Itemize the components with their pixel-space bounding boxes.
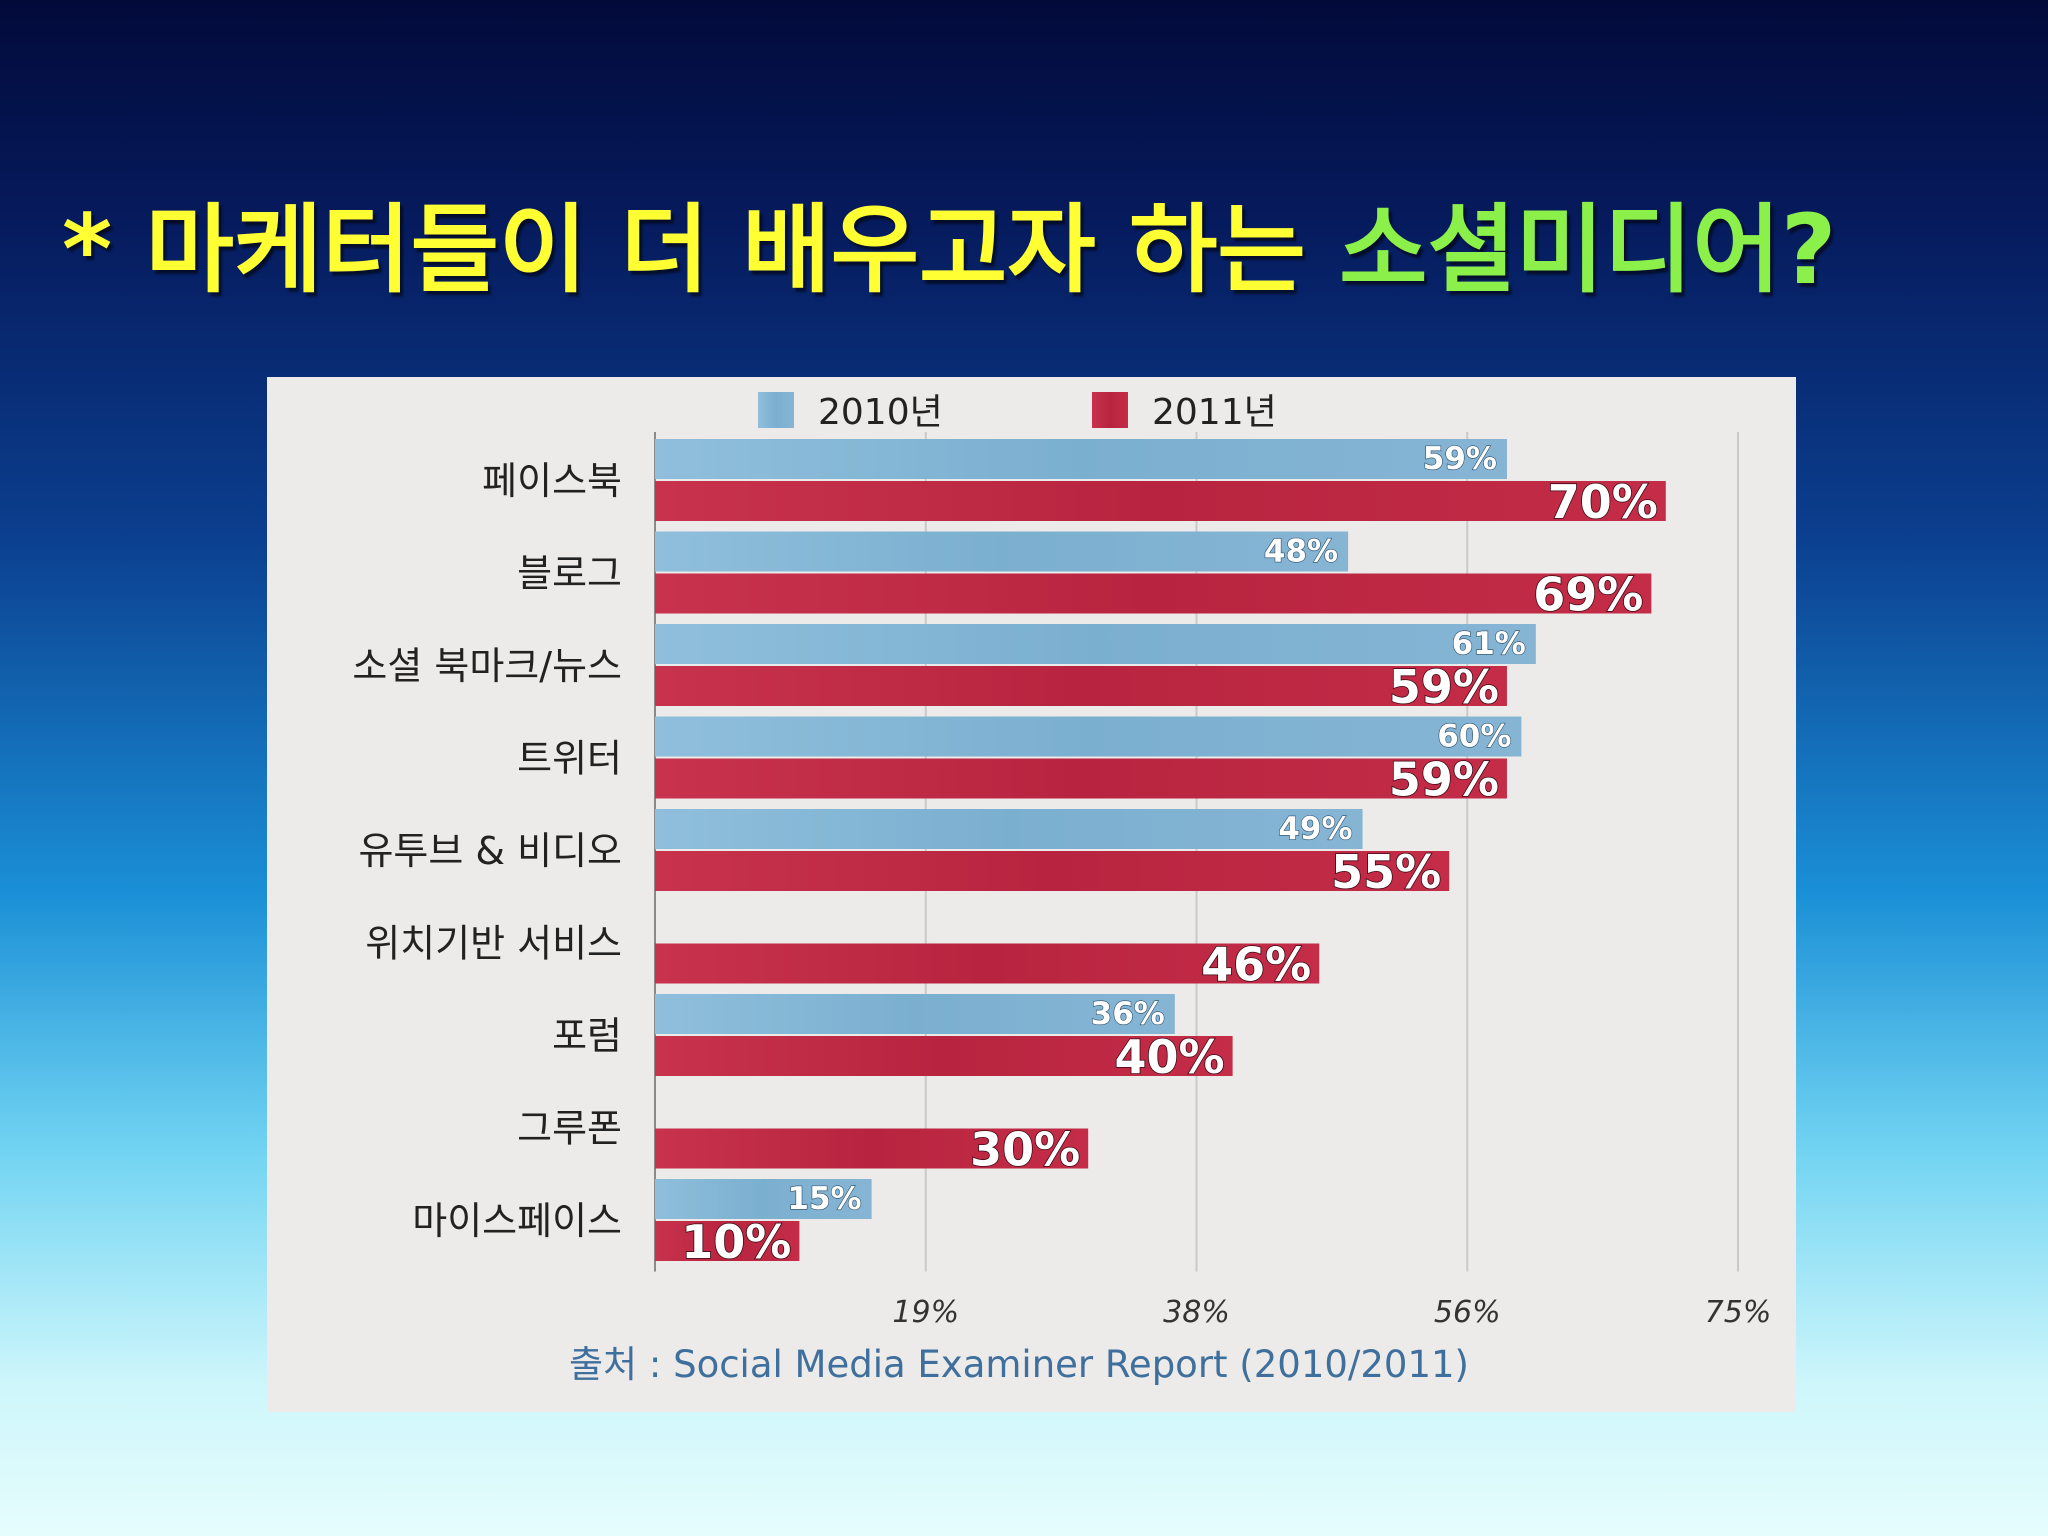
bar-2011 (655, 1128, 1089, 1169)
x-tick-label: 38% (1163, 1295, 1230, 1330)
bar-2010 (655, 439, 1507, 479)
bar-2010 (655, 809, 1363, 849)
bar-2010 (655, 994, 1175, 1034)
source-citation: 출처 : Social Media Examiner Report (2010/… (569, 1343, 1469, 1386)
slide-title: * 마케터들이 더 배우고자 하는 소셜미디어? (62, 190, 2022, 310)
category-label: 그루폰 (517, 1107, 622, 1151)
data-label-2011: 30% (970, 1123, 1080, 1177)
legend-swatch-2010 (758, 392, 794, 428)
category-label: 유투브 & 비디오 (358, 829, 622, 873)
bar-2011 (655, 943, 1320, 984)
bar-2011 (655, 851, 1450, 891)
data-label-2011: 59% (1389, 753, 1499, 807)
data-label-2011: 46% (1201, 938, 1311, 992)
legend-label-2010: 2010년 (818, 392, 943, 433)
category-label: 위치기반 서비스 (365, 922, 622, 966)
data-label-2011: 59% (1389, 660, 1499, 714)
data-label-2010: 59% (1423, 441, 1497, 477)
bar-2011 (655, 758, 1507, 799)
bar-chart: 19% 38% 56% 75% 페이스북 59% 70% 블로그 48% 69% 소셜 북마크/뉴스… (352, 392, 1772, 1386)
category-label: 포럼 (552, 1014, 622, 1058)
title-highlight: 소셜미디어? (1339, 194, 1837, 306)
category-label: 블로그 (517, 552, 622, 596)
legend-label-2011: 2011년 (1152, 392, 1277, 433)
data-label-2010: 49% (1278, 811, 1352, 847)
x-tick-label: 19% (892, 1295, 959, 1330)
data-label-2010: 36% (1091, 996, 1165, 1032)
bar-2011 (655, 573, 1652, 614)
data-label-2010: 60% (1437, 719, 1511, 755)
category-label: 페이스북 (482, 459, 622, 503)
category-label: 트위터 (517, 737, 622, 781)
bar-2011 (655, 1221, 800, 1261)
data-label-2010: 48% (1264, 534, 1338, 570)
bar-2011 (655, 666, 1507, 706)
data-label-2011: 69% (1533, 568, 1643, 622)
bar-2011 (655, 1036, 1233, 1076)
bar-2011 (655, 481, 1666, 521)
data-label-2011: 70% (1548, 475, 1658, 529)
bar-2010 (655, 624, 1536, 664)
data-label-2010: 15% (787, 1181, 861, 1217)
x-tick-label: 56% (1434, 1295, 1501, 1330)
bar-2010 (655, 716, 1522, 757)
bar-2010 (655, 1179, 872, 1219)
chart-panel: 19% 38% 56% 75% 페이스북 59% 70% 블로그 48% 69% 소셜 북마크/뉴스… (267, 377, 1796, 1412)
data-label-2011: 40% (1114, 1030, 1224, 1084)
category-label: 소셜 북마크/뉴스 (352, 644, 622, 688)
data-label-2010: 61% (1452, 626, 1526, 662)
category-label: 마이스페이스 (412, 1199, 622, 1243)
data-label-2011: 10% (681, 1215, 791, 1269)
bar-2010 (655, 531, 1349, 572)
title-prefix: * 마케터들이 더 배우고자 하는 (62, 194, 1340, 306)
data-label-2011: 55% (1331, 845, 1441, 899)
legend-swatch-2011 (1092, 392, 1128, 428)
x-tick-label: 75% (1705, 1295, 1772, 1330)
